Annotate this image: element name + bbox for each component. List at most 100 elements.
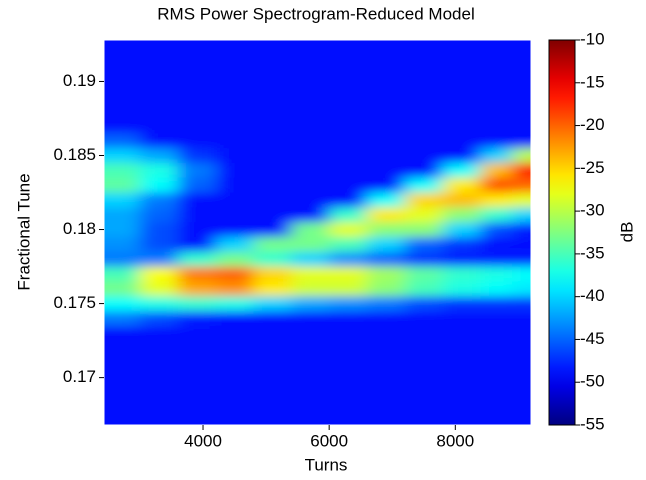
heat-cell [367, 310, 406, 327]
heat-cell [512, 59, 531, 75]
heat-cell [139, 207, 179, 223]
heat-cell [104, 325, 141, 342]
heat-cell [291, 207, 330, 223]
heat-cell [404, 236, 444, 253]
heat-cell [215, 74, 254, 90]
colorbar-tick-label: -10 [580, 29, 605, 48]
colorbar-tick-label: -55 [580, 414, 605, 433]
heat-cell [177, 40, 217, 60]
heat-cell [253, 103, 292, 119]
heat-cell [329, 192, 368, 208]
heat-cell [367, 207, 406, 223]
heat-cell [177, 118, 217, 134]
heat-cell [139, 162, 179, 179]
heat-cell [177, 251, 217, 268]
colorbar-tick-label: -45 [580, 329, 605, 348]
heat-cell [442, 88, 482, 105]
heat-cell [367, 399, 406, 425]
heat-cell [215, 266, 254, 282]
heat-cell [404, 310, 444, 327]
heat-cell [177, 355, 217, 371]
heat-cell [253, 310, 292, 327]
heat-cell [367, 103, 406, 119]
heat-cell [480, 148, 513, 164]
heat-cell [512, 207, 531, 223]
heat-cell [329, 355, 368, 371]
heat-cell [104, 192, 141, 208]
heat-cell [329, 399, 368, 425]
heat-cell [104, 399, 141, 425]
heat-cell [215, 192, 254, 208]
colorbar-tick-label: -15 [580, 72, 605, 91]
heat-cell [512, 370, 531, 386]
heat-cell [253, 177, 292, 194]
colorbar-tick-label: -50 [580, 372, 605, 391]
heat-cell [329, 370, 368, 386]
heat-cell [253, 340, 292, 356]
heat-cell [291, 325, 330, 342]
heat-cell [215, 281, 254, 297]
heat-cell [139, 88, 179, 105]
heat-cell [139, 40, 179, 60]
heat-cell [139, 310, 179, 327]
heat-cell [480, 40, 513, 60]
heat-cell [442, 266, 482, 282]
x-tick-label: 4000 [184, 431, 222, 450]
heat-cell [329, 310, 368, 327]
heat-cell [404, 340, 444, 356]
heat-cell [291, 40, 330, 60]
heat-cell [329, 148, 368, 164]
heat-cell [404, 207, 444, 223]
heat-cell [215, 310, 254, 327]
heat-cell [480, 236, 513, 253]
heat-cell [139, 281, 179, 297]
heat-cell [367, 385, 406, 401]
heat-cell [404, 88, 444, 105]
heat-cell [104, 251, 141, 268]
heat-cell [442, 74, 482, 90]
heat-cell [177, 385, 217, 401]
heat-cell [480, 103, 513, 119]
heat-cell [215, 340, 254, 356]
heat-cell [104, 177, 141, 194]
heat-cell [512, 281, 531, 297]
heat-cell [291, 266, 330, 282]
heat-cell [177, 281, 217, 297]
heat-cell [404, 74, 444, 90]
heat-cell [177, 370, 217, 386]
y-tick-label: 0.185 [53, 145, 96, 164]
heat-cell [367, 192, 406, 208]
heat-cell [442, 355, 482, 371]
heat-cell [104, 88, 141, 105]
heat-cell [104, 118, 141, 134]
heat-cell [480, 222, 513, 238]
heat-cell [253, 207, 292, 223]
heat-cell [329, 325, 368, 342]
heat-cell [442, 177, 482, 194]
heat-cell [215, 118, 254, 134]
heat-cell [442, 251, 482, 268]
y-tick-label: 0.18 [63, 219, 96, 238]
heat-cell [329, 133, 368, 149]
heat-cell [291, 103, 330, 119]
heat-cell [480, 281, 513, 297]
heat-cell [512, 177, 531, 194]
heat-cell [291, 222, 330, 238]
heat-cell [404, 192, 444, 208]
heat-cell [253, 40, 292, 60]
heat-cell [104, 74, 141, 90]
heat-cell [139, 177, 179, 194]
heat-cell [442, 325, 482, 342]
heat-cell [480, 88, 513, 105]
heat-cell [442, 133, 482, 149]
heat-cell [442, 222, 482, 238]
heat-cell [329, 296, 368, 312]
heat-cell [367, 340, 406, 356]
heat-cell [139, 370, 179, 386]
heat-cell [512, 118, 531, 134]
heat-cell [442, 296, 482, 312]
heat-cell [291, 296, 330, 312]
heat-cell [253, 118, 292, 134]
heat-cell [329, 236, 368, 253]
